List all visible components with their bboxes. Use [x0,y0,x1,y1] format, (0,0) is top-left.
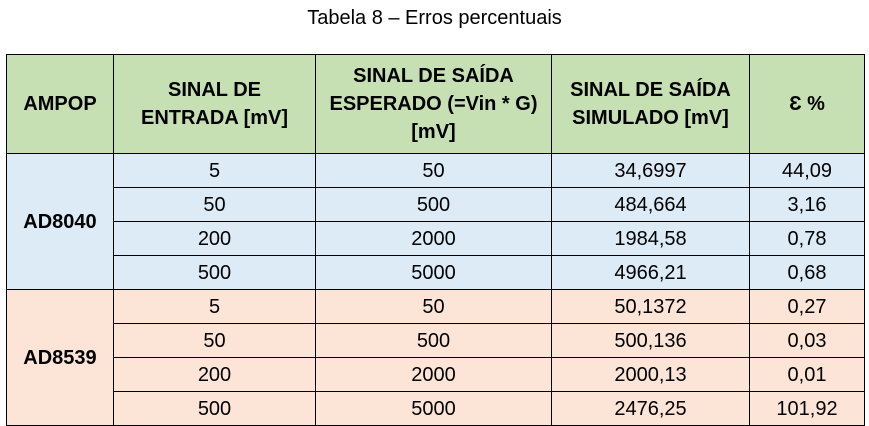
simulated-output-cell: 500,136 [551,323,750,358]
simulated-output-cell: 4966,21 [551,255,750,290]
header-expected-output: SINAL DE SAÍDA ESPERADO (=Vin * G) [mV] [315,54,552,154]
table-row: 200 2000 1984,58 0,78 [7,221,865,256]
percent-error-cell: 44,09 [749,153,865,188]
header-input-signal: SINAL DE ENTRADA [mV] [113,54,316,154]
percent-error-cell: 0,01 [749,357,865,392]
table-row: AD8539 5 50 50,1372 0,27 [6,289,865,426]
input-signal-cell: 5 [113,153,316,188]
header-row: AMPOP SINAL DE ENTRADA [mV] SINAL DE SAÍD… [6,54,865,154]
input-signal-cell: 500 [113,255,316,290]
table-row: 500 5000 4966,21 0,68 [7,255,865,290]
table-row: 50 500 484,664 3,16 [7,187,865,222]
table-caption: Tabela 8 – Erros percentuais [307,7,562,29]
expected-output-cell: 50 [315,289,552,324]
percent-error-cell: 0,27 [749,289,865,324]
input-signal-cell: 50 [113,323,316,358]
input-signal-cell: 200 [113,221,316,256]
percent-error-table: AMPOP SINAL DE ENTRADA [mV] SINAL DE SAÍD… [6,54,865,426]
table-body: AD8040 5 50 34,6997 44,09 50 500 484,664 3,16 200… [6,153,865,426]
header-simulated-output: SINAL DE SAÍDA SIMULADO [mV] [551,54,750,154]
simulated-output-cell: 34,6997 [551,153,750,188]
ampop-cell: AD8539 [6,289,114,426]
simulated-output-cell: 484,664 [551,187,750,222]
table-row: AD8040 5 50 34,6997 44,09 [6,153,865,290]
table-row: 200 2000 2000,13 0,01 [7,357,865,392]
expected-output-cell: 2000 [315,357,552,392]
expected-output-cell: 5000 [315,255,552,290]
percent-error-cell: 0,78 [749,221,865,256]
header-ampop: AMPOP [6,54,114,154]
input-signal-cell: 200 [113,357,316,392]
expected-output-cell: 500 [315,187,552,222]
ampop-cell: AD8040 [6,153,114,290]
percent-error-cell: 0,03 [749,323,865,358]
input-signal-cell: 5 [113,289,316,324]
header-percent-error: Ɛ % [749,54,865,154]
table-row: 500 5000 2476,25 101,92 [7,391,865,426]
percent-error-cell: 0,68 [749,255,865,290]
expected-output-cell: 2000 [315,221,552,256]
input-signal-cell: 500 [113,391,316,426]
percent-error-cell: 101,92 [749,391,865,426]
expected-output-cell: 500 [315,323,552,358]
expected-output-cell: 5000 [315,391,552,426]
simulated-output-cell: 2000,13 [551,357,750,392]
table-row: 50 500 500,136 0,03 [7,323,865,358]
expected-output-cell: 50 [315,153,552,188]
input-signal-cell: 50 [113,187,316,222]
simulated-output-cell: 2476,25 [551,391,750,426]
simulated-output-cell: 50,1372 [551,289,750,324]
simulated-output-cell: 1984,58 [551,221,750,256]
percent-error-cell: 3,16 [749,187,865,222]
